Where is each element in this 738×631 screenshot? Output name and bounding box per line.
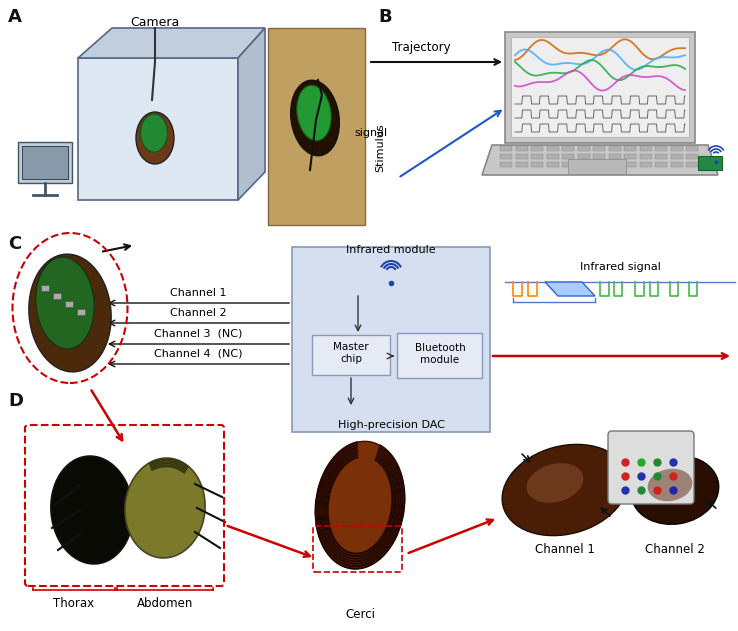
Text: Abdomen: Abdomen	[137, 597, 193, 610]
Bar	[624, 162, 636, 167]
Bar	[593, 154, 605, 159]
Bar	[655, 146, 667, 151]
Polygon shape	[78, 28, 265, 58]
Text: Channel 1: Channel 1	[535, 543, 595, 556]
Ellipse shape	[291, 80, 339, 156]
Bar	[500, 162, 512, 167]
Bar	[686, 162, 698, 167]
Text: High-precision DAC: High-precision DAC	[337, 420, 444, 430]
Text: signal: signal	[355, 128, 388, 138]
Bar	[500, 154, 512, 159]
Bar	[578, 146, 590, 151]
Bar	[268, 28, 365, 225]
Bar	[41, 285, 49, 291]
Bar	[671, 162, 683, 167]
Bar	[292, 247, 490, 432]
Polygon shape	[482, 145, 718, 175]
Bar	[640, 146, 652, 151]
Bar	[578, 154, 590, 159]
Ellipse shape	[140, 114, 168, 152]
Ellipse shape	[29, 254, 111, 372]
Bar	[516, 154, 528, 159]
Bar	[397, 333, 482, 378]
Bar	[562, 154, 574, 159]
Polygon shape	[511, 37, 689, 137]
Bar	[593, 162, 605, 167]
Bar	[609, 154, 621, 159]
Bar	[547, 162, 559, 167]
Text: D: D	[8, 392, 23, 410]
Text: C: C	[8, 235, 21, 253]
Ellipse shape	[51, 456, 133, 564]
Bar	[516, 162, 528, 167]
Text: Cerci: Cerci	[345, 608, 375, 621]
Text: B: B	[378, 8, 392, 26]
Bar	[500, 146, 512, 151]
Text: Bluetooth
module: Bluetooth module	[415, 343, 466, 365]
Ellipse shape	[631, 456, 719, 524]
Text: Stimulus: Stimulus	[375, 124, 385, 172]
Bar	[516, 146, 528, 151]
Text: Channel 3  (NC): Channel 3 (NC)	[154, 329, 242, 339]
Polygon shape	[545, 282, 595, 296]
Text: Infrared signal: Infrared signal	[579, 262, 661, 272]
Ellipse shape	[316, 441, 404, 569]
Bar	[671, 154, 683, 159]
Ellipse shape	[36, 257, 94, 349]
Text: Thorax: Thorax	[53, 597, 94, 610]
Text: Camera: Camera	[131, 16, 179, 29]
Bar	[578, 162, 590, 167]
Bar	[655, 154, 667, 159]
Bar	[562, 162, 574, 167]
Text: Master
chip: Master chip	[333, 342, 369, 364]
Ellipse shape	[502, 444, 628, 536]
Polygon shape	[18, 142, 72, 183]
Bar	[312, 335, 390, 375]
Polygon shape	[505, 32, 695, 143]
Bar	[686, 154, 698, 159]
Ellipse shape	[526, 463, 584, 503]
Bar	[640, 154, 652, 159]
Text: Channel 2: Channel 2	[170, 308, 227, 318]
Text: Channel 1: Channel 1	[170, 288, 227, 298]
Polygon shape	[22, 146, 68, 179]
Bar	[562, 146, 574, 151]
Bar	[568, 159, 626, 174]
Bar	[53, 293, 61, 299]
Text: Trajectory: Trajectory	[392, 41, 451, 54]
Text: A: A	[8, 8, 22, 26]
Bar	[77, 309, 85, 315]
Bar	[547, 154, 559, 159]
Bar	[609, 146, 621, 151]
Polygon shape	[238, 28, 265, 200]
Bar	[531, 154, 543, 159]
Bar	[671, 146, 683, 151]
Polygon shape	[78, 58, 238, 200]
Bar	[547, 146, 559, 151]
Ellipse shape	[136, 112, 174, 164]
Text: Channel 4  (NC): Channel 4 (NC)	[154, 349, 242, 359]
Ellipse shape	[125, 458, 205, 558]
Ellipse shape	[297, 85, 331, 141]
Bar	[65, 301, 73, 307]
Text: Channel 2: Channel 2	[645, 543, 705, 556]
Text: Infrared module: Infrared module	[346, 245, 436, 255]
Bar	[593, 146, 605, 151]
Bar	[640, 162, 652, 167]
Bar	[686, 146, 698, 151]
Bar	[655, 162, 667, 167]
FancyBboxPatch shape	[608, 431, 694, 504]
Bar	[609, 162, 621, 167]
Bar	[531, 162, 543, 167]
Bar	[624, 154, 636, 159]
Bar	[531, 146, 543, 151]
Bar	[624, 146, 636, 151]
Ellipse shape	[648, 469, 692, 501]
Bar	[698, 156, 722, 170]
